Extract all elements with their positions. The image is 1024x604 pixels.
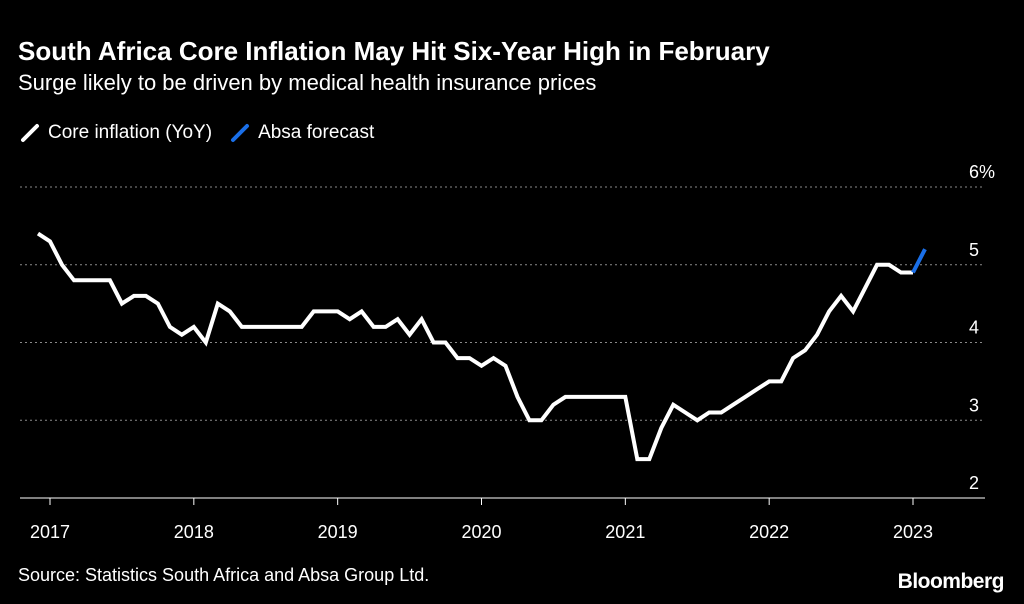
chart-title: South Africa Core Inflation May Hit Six-… <box>18 36 770 66</box>
series-line-core-inflation-yoy <box>36 231 913 462</box>
legend-label-core-inflation: Core inflation (YoY) <box>48 122 213 143</box>
x-tick-label: 2022 <box>749 522 789 542</box>
legend-item-core-inflation: Core inflation (YoY) <box>20 122 212 144</box>
legend: Core inflation (YoY) Absa forecast <box>20 122 392 144</box>
chart-subtitle: Surge likely to be driven by medical hea… <box>18 70 597 95</box>
x-tick-label: 2017 <box>30 522 70 542</box>
y-axis-labels: 6% 5 4 3 2 <box>969 162 995 493</box>
x-tick-label: 2018 <box>174 522 214 542</box>
core-inflation-swatch-icon <box>21 124 39 142</box>
series-lines <box>36 231 927 462</box>
grid-lines <box>20 186 985 421</box>
y-tick-label: 3 <box>969 395 979 415</box>
source-note: Source: Statistics South Africa and Absa… <box>18 565 430 585</box>
x-tick-label: 2020 <box>461 522 501 542</box>
x-tick-label: 2023 <box>893 522 933 542</box>
y-tick-label: 2 <box>969 473 979 493</box>
x-axis <box>20 497 985 505</box>
absa-forecast-swatch-icon <box>231 124 250 142</box>
x-axis-labels: 2017 2018 2019 2020 2021 2022 2023 <box>30 522 933 542</box>
y-tick-label: 6% <box>969 162 995 182</box>
legend-label-absa-forecast: Absa forecast <box>258 122 375 143</box>
series-line-absa-forecast <box>911 248 927 274</box>
x-tick-label: 2021 <box>605 522 645 542</box>
y-tick-label: 5 <box>969 240 979 260</box>
bloomberg-logo: Bloomberg <box>897 570 1005 593</box>
legend-item-absa-forecast: Absa forecast <box>230 122 374 144</box>
x-tick-label: 2019 <box>318 522 358 542</box>
y-tick-label: 4 <box>969 318 979 338</box>
